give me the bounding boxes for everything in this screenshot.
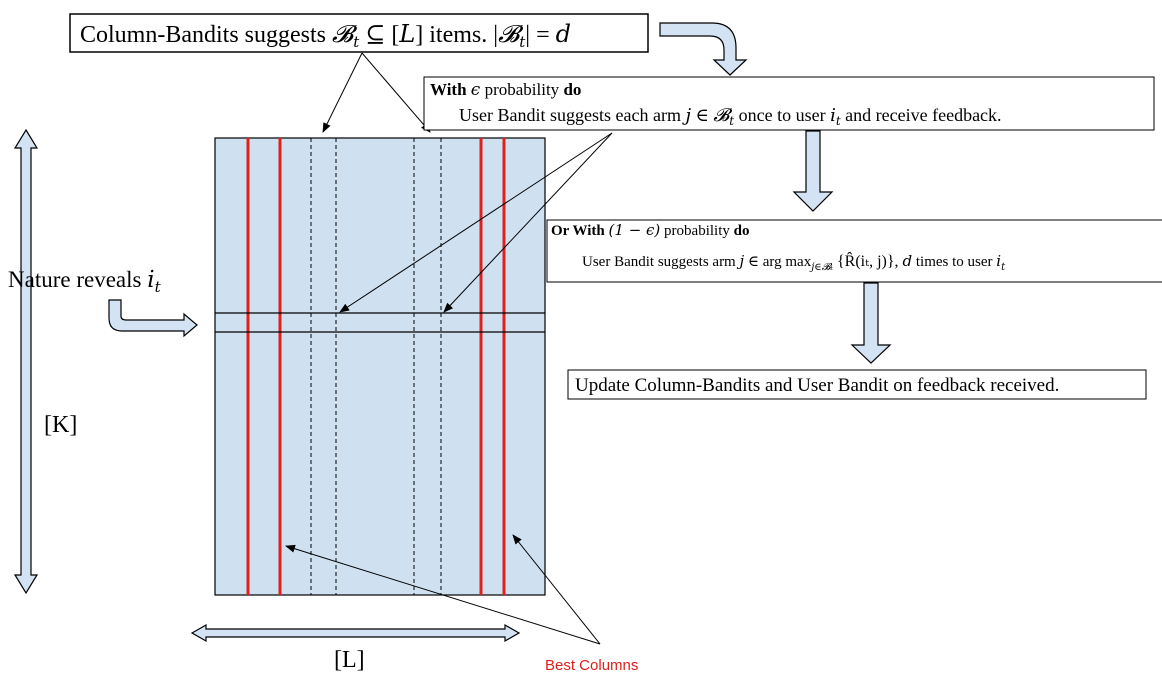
- best-columns-arrow: [512, 534, 601, 645]
- one-minus-line2: User Bandit suggests arm j ∈ arg maxj∈𝓑ₜ…: [582, 251, 1006, 273]
- flow-arrow-down-1: [792, 130, 834, 212]
- feedback-arrow: [443, 132, 613, 313]
- one-minus-line1: Or With (1 − ϵ) probability do: [551, 221, 749, 239]
- epsilon-box-line1: With ϵ probability do: [430, 80, 581, 100]
- top-box: [69, 13, 649, 53]
- best-columns-label: Best Columns: [545, 657, 638, 674]
- suggest-arrow: [322, 52, 363, 133]
- rows-double-arrow: [13, 128, 39, 595]
- top-box-text: Column-Bandits suggests 𝓑t ⊆ [L] items. …: [80, 20, 571, 51]
- matrix-rect: [214, 137, 546, 596]
- one-minus-box: [546, 219, 1162, 283]
- columns-label: [L]: [334, 647, 365, 673]
- nature-arrow: [108, 299, 198, 338]
- best-columns-arrow: [285, 544, 601, 645]
- nature-reveals-label: Nature reveals it: [8, 267, 162, 296]
- feedback-arrow: [339, 132, 613, 313]
- rows-label: [K]: [44, 412, 77, 438]
- epsilon-box: [423, 76, 1155, 131]
- suggest-arrow: [361, 52, 431, 133]
- columns-double-arrow: [190, 623, 521, 643]
- epsilon-box-line2: User Bandit suggests each arm j ∈ 𝓑t onc…: [459, 105, 1002, 128]
- update-box-text: Update Column-Bandits and User Bandit on…: [575, 375, 1059, 396]
- flow-arrow-down-2: [850, 282, 892, 364]
- update-box: [567, 369, 1147, 400]
- flow-arrow-bent: [659, 22, 748, 76]
